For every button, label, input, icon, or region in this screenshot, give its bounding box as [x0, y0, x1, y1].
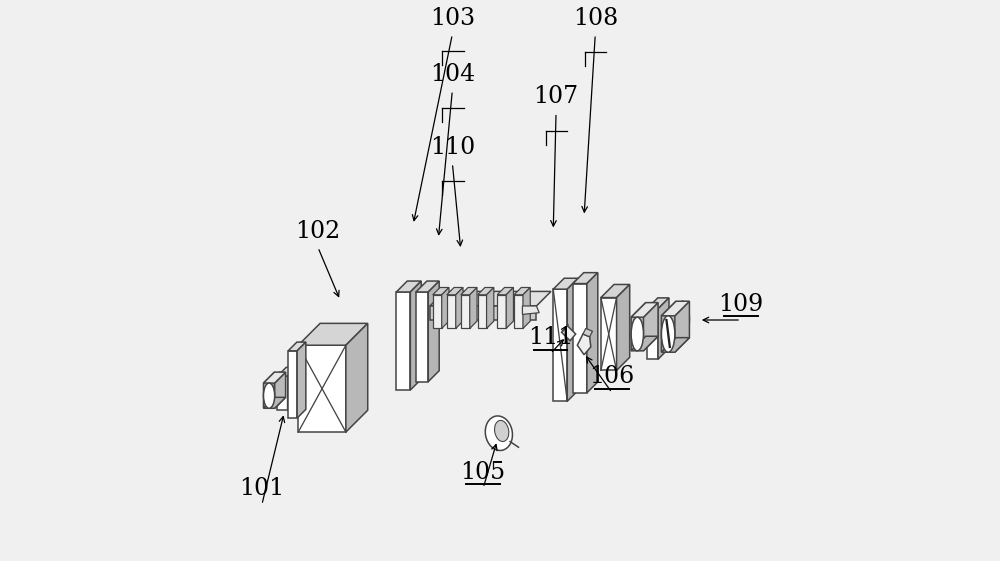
Polygon shape [553, 278, 578, 289]
Polygon shape [522, 306, 539, 314]
Polygon shape [631, 302, 646, 351]
Text: 108: 108 [573, 7, 618, 30]
Polygon shape [433, 287, 449, 295]
Polygon shape [661, 301, 676, 352]
Polygon shape [263, 372, 274, 408]
Polygon shape [523, 287, 530, 328]
Polygon shape [661, 301, 689, 316]
Polygon shape [416, 281, 439, 292]
Polygon shape [631, 302, 658, 317]
Polygon shape [661, 338, 689, 352]
Polygon shape [601, 297, 617, 370]
Polygon shape [288, 342, 306, 351]
Text: 106: 106 [589, 365, 635, 388]
Text: 111: 111 [528, 326, 573, 349]
Polygon shape [631, 336, 658, 351]
Polygon shape [263, 372, 286, 383]
Polygon shape [433, 295, 442, 328]
Ellipse shape [661, 316, 675, 352]
Polygon shape [461, 287, 477, 295]
Ellipse shape [263, 383, 275, 408]
Polygon shape [298, 323, 368, 345]
Polygon shape [675, 301, 689, 352]
Polygon shape [456, 287, 463, 328]
Polygon shape [643, 302, 658, 351]
Text: 104: 104 [430, 63, 475, 86]
Polygon shape [573, 273, 598, 283]
Polygon shape [562, 325, 576, 341]
Polygon shape [601, 284, 630, 297]
Ellipse shape [485, 416, 512, 450]
Polygon shape [447, 295, 456, 328]
Polygon shape [647, 309, 658, 359]
Polygon shape [587, 273, 598, 393]
Polygon shape [647, 298, 669, 309]
Polygon shape [470, 287, 477, 328]
Polygon shape [396, 281, 421, 292]
Polygon shape [487, 287, 494, 328]
Text: 101: 101 [239, 477, 284, 500]
Polygon shape [577, 334, 591, 355]
Polygon shape [396, 292, 410, 390]
Polygon shape [428, 281, 439, 381]
Polygon shape [573, 283, 587, 393]
Polygon shape [410, 281, 421, 390]
Polygon shape [298, 345, 346, 432]
Polygon shape [288, 367, 296, 410]
Polygon shape [346, 323, 368, 432]
Polygon shape [497, 287, 513, 295]
Polygon shape [497, 295, 506, 328]
Text: 105: 105 [461, 461, 506, 484]
Polygon shape [297, 342, 306, 418]
Polygon shape [562, 324, 568, 332]
Polygon shape [478, 287, 494, 295]
Text: 103: 103 [430, 7, 475, 30]
Polygon shape [658, 298, 669, 359]
Ellipse shape [631, 317, 643, 351]
Ellipse shape [274, 372, 286, 397]
Polygon shape [288, 351, 297, 418]
Text: 109: 109 [718, 292, 764, 315]
Polygon shape [583, 328, 592, 337]
Polygon shape [277, 367, 296, 376]
Text: 102: 102 [295, 220, 340, 243]
Polygon shape [430, 306, 536, 320]
Ellipse shape [676, 301, 689, 338]
Ellipse shape [495, 420, 509, 442]
Polygon shape [275, 372, 286, 408]
Polygon shape [447, 287, 463, 295]
Polygon shape [567, 278, 578, 401]
Polygon shape [461, 295, 470, 328]
Text: 107: 107 [533, 85, 579, 108]
Polygon shape [514, 295, 523, 328]
Polygon shape [506, 287, 513, 328]
Polygon shape [478, 295, 487, 328]
Polygon shape [416, 292, 428, 381]
Polygon shape [514, 287, 530, 295]
Polygon shape [430, 291, 551, 306]
Polygon shape [617, 284, 630, 370]
Ellipse shape [646, 302, 658, 336]
Text: 110: 110 [430, 136, 475, 159]
Polygon shape [442, 287, 449, 328]
Polygon shape [277, 376, 288, 410]
Polygon shape [263, 397, 286, 408]
Polygon shape [553, 289, 567, 401]
